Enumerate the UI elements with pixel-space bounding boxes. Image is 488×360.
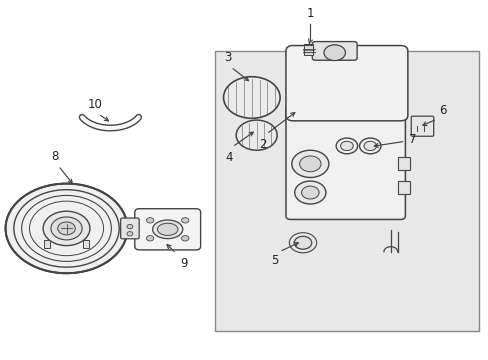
- Bar: [397, 181, 409, 194]
- FancyBboxPatch shape: [135, 209, 200, 250]
- Circle shape: [181, 235, 188, 241]
- Text: 6: 6: [439, 104, 446, 117]
- Circle shape: [324, 45, 345, 60]
- Circle shape: [291, 150, 328, 177]
- Text: 2: 2: [259, 138, 266, 151]
- Circle shape: [146, 218, 154, 223]
- Text: 7: 7: [408, 133, 416, 146]
- Circle shape: [146, 235, 154, 241]
- FancyBboxPatch shape: [121, 218, 139, 239]
- Text: 4: 4: [224, 150, 232, 163]
- Circle shape: [58, 222, 75, 235]
- Circle shape: [363, 141, 376, 150]
- Circle shape: [43, 211, 90, 246]
- Circle shape: [299, 156, 321, 172]
- Text: 10: 10: [87, 98, 102, 111]
- Circle shape: [294, 236, 311, 249]
- Text: 8: 8: [52, 150, 59, 163]
- Bar: [304, 44, 313, 54]
- Ellipse shape: [157, 223, 178, 235]
- Circle shape: [340, 141, 352, 150]
- Circle shape: [127, 231, 133, 236]
- Text: 9: 9: [180, 257, 187, 270]
- FancyBboxPatch shape: [312, 41, 356, 60]
- FancyBboxPatch shape: [410, 116, 433, 136]
- Circle shape: [51, 217, 82, 240]
- Circle shape: [5, 184, 127, 273]
- Circle shape: [359, 138, 380, 154]
- Bar: [304, 45, 313, 55]
- Bar: [43, 240, 50, 248]
- Bar: [82, 240, 89, 248]
- Circle shape: [236, 120, 277, 150]
- Circle shape: [181, 218, 188, 223]
- Circle shape: [301, 186, 319, 199]
- Bar: [397, 157, 409, 170]
- FancyBboxPatch shape: [285, 45, 407, 121]
- Text: 5: 5: [270, 254, 278, 267]
- Text: 1: 1: [306, 8, 313, 21]
- Bar: [215, 51, 478, 330]
- FancyBboxPatch shape: [285, 105, 405, 220]
- Circle shape: [127, 225, 133, 229]
- Text: 3: 3: [224, 51, 231, 64]
- Ellipse shape: [152, 220, 183, 239]
- Circle shape: [223, 77, 280, 118]
- Circle shape: [294, 181, 325, 204]
- Circle shape: [335, 138, 357, 154]
